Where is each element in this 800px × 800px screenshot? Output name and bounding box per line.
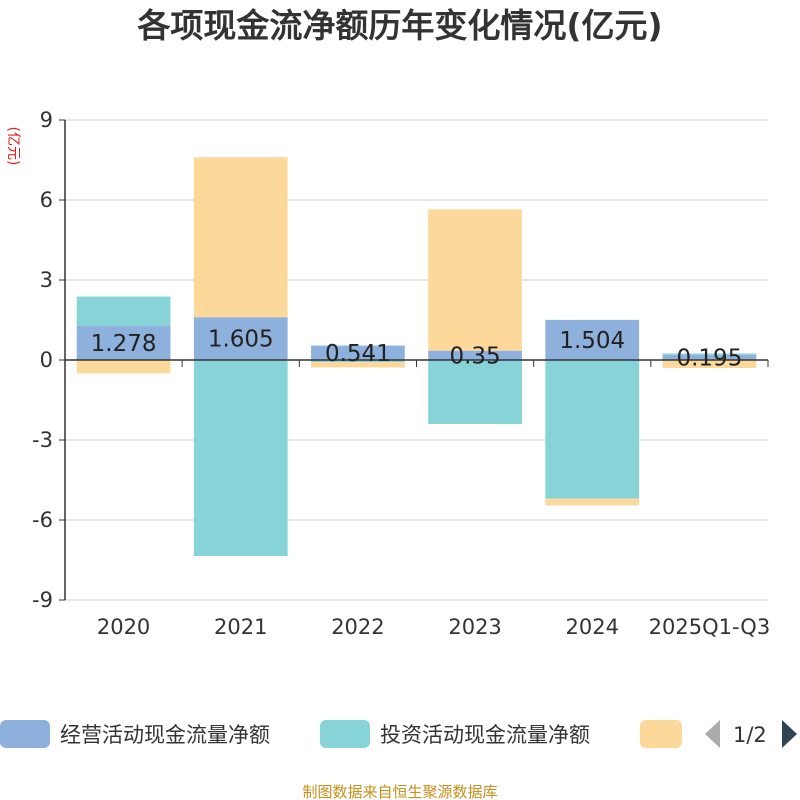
data-label: 1.278: [91, 331, 157, 357]
bar-financing-2021[interactable]: [193, 157, 288, 318]
y-tick-label: -3: [32, 428, 53, 452]
y-tick-labels: 9 6 3 0 -3 -6 -9: [32, 108, 53, 612]
x-tick-label: 2025Q1-Q3: [649, 615, 771, 639]
y-tick-label: 0: [40, 348, 53, 372]
chevron-right-icon[interactable]: [782, 720, 797, 748]
bars: [76, 157, 757, 556]
data-label: 1.504: [559, 328, 625, 354]
bar-financing-2024[interactable]: [545, 498, 640, 506]
chevron-left-icon[interactable]: [705, 720, 720, 748]
x-tick-labels: 2020 2021 2022 2023 2024 2025Q1-Q3: [97, 615, 770, 639]
bar-operating-2024[interactable]: [545, 319, 640, 360]
data-label: 0.541: [325, 341, 391, 367]
legend-label-investing: 投资活动现金流量净额: [380, 723, 590, 747]
bar-operating-2021[interactable]: [193, 317, 288, 360]
x-tick-label: 2020: [97, 615, 150, 639]
source-note: 制图数据来自恒生聚源数据库: [302, 783, 497, 800]
legend-page-indicator: 1/2: [733, 723, 767, 747]
legend-item-financing[interactable]: [640, 720, 682, 748]
legend-item-operating[interactable]: 经营活动现金流量净额: [0, 720, 270, 748]
bar-financing-2023[interactable]: [428, 209, 522, 351]
bar-operating-2023[interactable]: [428, 350, 522, 360]
y-tick-label: -6: [32, 508, 53, 532]
data-label: 1.605: [208, 327, 274, 353]
y-tick-label: 6: [40, 188, 53, 212]
x-tick-label: 2021: [214, 615, 267, 639]
bar-investing-2021[interactable]: [193, 360, 288, 556]
bar-investing-2023[interactable]: [428, 360, 522, 424]
x-tick-label: 2022: [331, 615, 384, 639]
legend-swatch-operating: [0, 720, 50, 748]
bar-investing-2024[interactable]: [545, 360, 640, 499]
legend-swatch-financing: [640, 720, 682, 748]
legend-item-investing[interactable]: 投资活动现金流量净额: [320, 720, 590, 748]
x-tick-label: 2023: [448, 615, 501, 639]
bar-investing-2020[interactable]: [76, 296, 171, 326]
bar-investing-2022[interactable]: [311, 360, 405, 363]
bar-operating-2020[interactable]: [76, 325, 171, 360]
y-tick-label: 3: [40, 268, 53, 292]
bar-financing-2025Q1-Q3[interactable]: [662, 360, 757, 368]
bar-investing-2025Q1-Q3[interactable]: [662, 353, 757, 355]
data-label: 0.195: [676, 345, 742, 371]
data-label: 0.35: [449, 343, 500, 369]
bar-financing-2022[interactable]: [311, 362, 405, 368]
y-tick-label: 9: [40, 108, 53, 132]
legend-label-operating: 经营活动现金流量净额: [60, 723, 270, 747]
x-tick-label: 2024: [566, 615, 619, 639]
bar-financing-2020[interactable]: [76, 360, 171, 374]
legend-swatch-investing: [320, 720, 370, 748]
bar-operating-2022[interactable]: [311, 345, 405, 360]
legend: 经营活动现金流量净额 投资活动现金流量净额 1/2: [0, 720, 797, 748]
y-tick-label: -9: [32, 588, 53, 612]
gridlines: [59, 119, 768, 601]
data-labels: 1.278 1.605 0.541 0.35 1.504 0.195: [91, 327, 743, 372]
y-axis-unit: (亿元): [5, 127, 21, 166]
chart-title: 各项现金流净额历年变化情况(亿元): [136, 6, 662, 45]
axes: [64, 120, 769, 600]
bar-operating-2025Q1-Q3[interactable]: [662, 354, 757, 360]
